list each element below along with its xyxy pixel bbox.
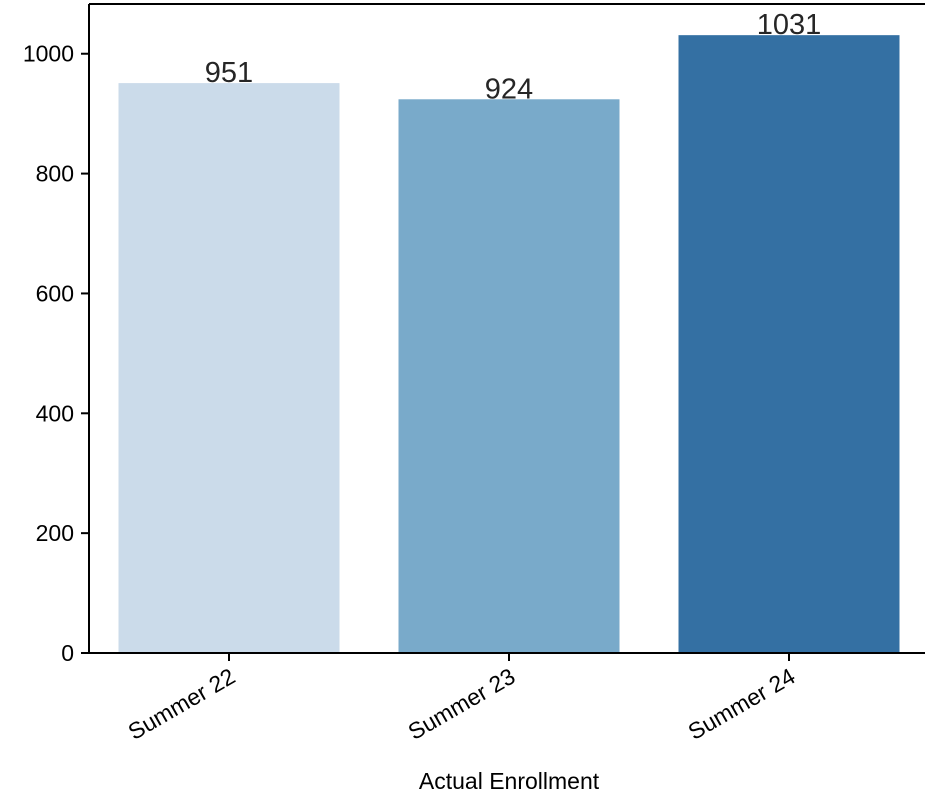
bar-value-label: 951 bbox=[205, 57, 253, 89]
y-tick-label: 200 bbox=[36, 520, 74, 546]
x-axis: Summer 22 Summer 23 Summer 24 bbox=[89, 652, 925, 745]
bars-group bbox=[118, 35, 900, 654]
x-tick-label: Summer 24 bbox=[684, 663, 800, 745]
bar-value-labels: 951 924 1031 bbox=[205, 9, 821, 105]
y-tick-label: 1000 bbox=[23, 41, 74, 67]
y-axis: 0 200 400 600 800 1000 bbox=[23, 4, 90, 666]
x-tick-label: Summer 23 bbox=[404, 663, 520, 745]
bar-value-label: 1031 bbox=[757, 9, 822, 41]
x-axis-title: Actual Enrollment bbox=[419, 768, 600, 794]
bar-summer-22 bbox=[118, 83, 340, 654]
y-tick-label: 600 bbox=[36, 280, 74, 306]
x-tick-label: Summer 22 bbox=[124, 663, 240, 745]
y-tick-label: 400 bbox=[36, 400, 74, 426]
y-tick-label: 800 bbox=[36, 161, 74, 187]
bar-summer-24 bbox=[678, 35, 900, 654]
y-tick-label: 0 bbox=[61, 640, 74, 666]
bar-summer-23 bbox=[398, 99, 620, 654]
bar-value-label: 924 bbox=[485, 73, 533, 105]
